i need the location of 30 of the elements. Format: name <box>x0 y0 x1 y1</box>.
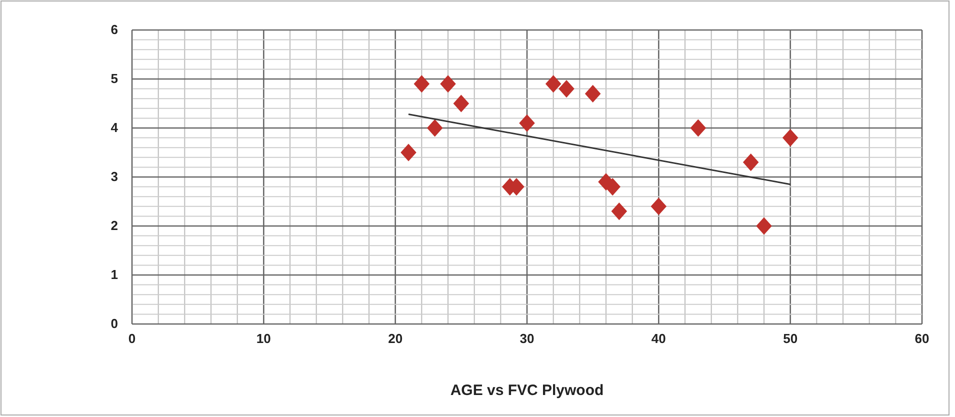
y-tick-label: 2 <box>110 218 118 234</box>
y-tick-label: 1 <box>110 267 118 282</box>
point <box>440 75 456 93</box>
point <box>584 84 601 102</box>
x-tick-label: 50 <box>783 331 798 346</box>
y-tick-label: 3 <box>110 169 118 184</box>
point <box>650 198 667 216</box>
point <box>782 129 798 147</box>
point <box>756 217 772 235</box>
point <box>426 119 443 137</box>
y-tick-label: 5 <box>110 71 118 86</box>
x-tick-label: 30 <box>520 331 534 346</box>
point <box>742 154 759 172</box>
point <box>611 202 628 220</box>
point <box>519 114 535 132</box>
point <box>400 144 416 162</box>
point <box>414 75 430 93</box>
y-tick-label: 4 <box>110 120 119 136</box>
x-tick-label: 40 <box>651 331 666 346</box>
x-axis-title: AGE vs FVC Plywood <box>450 382 604 399</box>
x-tick-label: 20 <box>388 331 403 346</box>
point <box>453 94 470 112</box>
x-tick-label: 0 <box>128 331 136 346</box>
y-tick-label: 0 <box>110 316 118 332</box>
point <box>690 119 706 137</box>
x-tick-label: 10 <box>256 331 271 346</box>
y-tick-label: 6 <box>110 22 118 38</box>
x-tick-label: 60 <box>914 331 930 346</box>
point <box>558 80 574 98</box>
point <box>545 75 562 93</box>
